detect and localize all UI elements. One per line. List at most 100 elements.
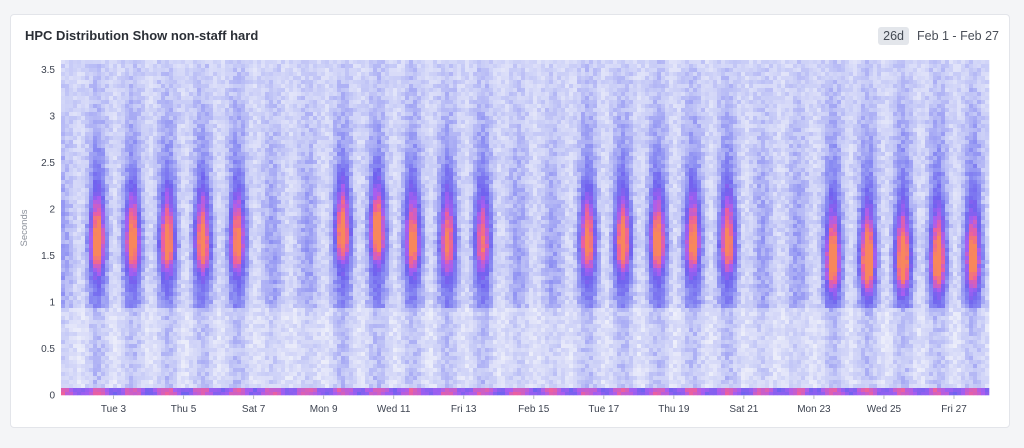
heatmap-cell: [125, 64, 130, 69]
heatmap-cell: [105, 336, 110, 341]
heatmap-cell: [93, 268, 98, 273]
heatmap-cell: [269, 288, 274, 293]
range-text[interactable]: Feb 1 - Feb 27: [917, 29, 999, 43]
heatmap-cell: [281, 340, 286, 345]
heatmap-cell: [89, 216, 94, 221]
heatmap-cell: [97, 240, 102, 245]
heatmap-cell: [157, 140, 162, 145]
heatmap-cell: [169, 348, 174, 353]
heatmap-cell: [133, 128, 138, 133]
heatmap-cell: [277, 332, 282, 337]
heatmap-cell: [161, 324, 166, 329]
heatmap-cell: [169, 248, 174, 253]
heatmap-cell: [169, 224, 174, 229]
heatmap-cell: [225, 104, 230, 109]
heatmap-cell: [269, 104, 274, 109]
heatmap-cell: [117, 196, 122, 201]
heatmap-cell: [69, 176, 74, 181]
heatmap-cell: [145, 196, 150, 201]
heatmap-cell: [217, 208, 222, 213]
heatmap-cell: [277, 344, 282, 349]
heatmap-cell: [189, 244, 194, 249]
heatmap-cell: [73, 356, 78, 361]
heatmap-cell: [249, 368, 254, 373]
heatmap-cell: [245, 120, 250, 125]
heatmap-cell: [113, 372, 118, 377]
heatmap-cell: [97, 80, 102, 85]
heatmap-cell: [165, 308, 170, 313]
heatmap-cell: [121, 316, 126, 321]
heatmap-cell: [121, 196, 126, 201]
heatmap-cell: [249, 332, 254, 337]
heatmap-cell: [109, 64, 114, 69]
heatmap-cell: [165, 324, 170, 329]
heatmap-cell: [73, 360, 78, 365]
heatmap-cell: [81, 300, 86, 305]
heatmap-cell: [205, 324, 210, 329]
heatmap-cell: [85, 60, 90, 65]
heatmap-cell: [285, 264, 290, 269]
heatmap-cell: [97, 340, 102, 345]
heatmap-cell: [85, 340, 90, 345]
heatmap-cell: [113, 196, 118, 201]
heatmap-cell: [73, 304, 78, 309]
heatmap-cell: [245, 360, 250, 365]
heatmap-cell: [181, 276, 186, 281]
time-range[interactable]: 26d Feb 1 - Feb 27: [878, 27, 999, 45]
heatmap-cell: [261, 276, 266, 281]
heatmap-cell: [285, 304, 290, 309]
heatmap-cell: [145, 348, 150, 353]
heatmap-cell: [169, 292, 174, 297]
heatmap-cell: [273, 360, 278, 365]
heatmap-cell: [181, 144, 186, 149]
heatmap-cell: [129, 132, 134, 137]
heatmap-cell: [273, 292, 278, 297]
heatmap-cell: [225, 128, 230, 133]
heatmap-cell: [137, 328, 142, 333]
heatmap-cell: [109, 200, 114, 205]
heatmap-cell: [125, 152, 130, 157]
heatmap-cell: [249, 124, 254, 129]
heatmap-cell: [153, 136, 158, 141]
heatmap-cell: [221, 132, 226, 137]
heatmap-cell: [285, 360, 290, 365]
heatmap-cell: [157, 168, 162, 173]
heatmap-cell: [133, 72, 138, 77]
heatmap-cell: [173, 108, 178, 113]
heatmap-cell: [93, 240, 98, 245]
heatmap-cell: [133, 84, 138, 89]
heatmap-cell: [213, 312, 218, 317]
heatmap-cell: [209, 224, 214, 229]
heatmap-cell: [253, 192, 258, 197]
heatmap-cell: [253, 84, 258, 89]
heatmap-cell: [149, 176, 154, 181]
heatmap-cell: [97, 344, 102, 349]
heatmap-cell: [289, 276, 294, 281]
heatmap-cell: [269, 184, 274, 189]
heatmap-cell: [205, 72, 210, 77]
heatmap-cell: [81, 160, 86, 165]
heatmap-cell: [245, 148, 250, 153]
heatmap-cell: [205, 96, 210, 101]
heatmap-cell: [189, 252, 194, 257]
heatmap-cell: [113, 188, 118, 193]
heatmap-cell: [297, 148, 302, 153]
heatmap-cell: [173, 340, 178, 345]
range-badge[interactable]: 26d: [878, 27, 909, 45]
heatmap-cell: [201, 192, 206, 197]
heatmap-cell: [249, 108, 254, 113]
heatmap-cell: [105, 264, 110, 269]
heatmap-cell: [69, 352, 74, 357]
heatmap-cell: [93, 328, 98, 333]
heatmap-cell: [269, 132, 274, 137]
heatmap-cell: [145, 380, 150, 385]
heatmap-cell: [101, 392, 106, 396]
heatmap-cell: [117, 200, 122, 205]
heatmap-cell: [129, 296, 134, 301]
heatmap-cell: [225, 348, 230, 353]
heatmap-cell: [133, 192, 138, 197]
plot-area[interactable]: [61, 60, 990, 396]
heatmap-cell: [245, 104, 250, 109]
heatmap-cell: [237, 140, 242, 145]
